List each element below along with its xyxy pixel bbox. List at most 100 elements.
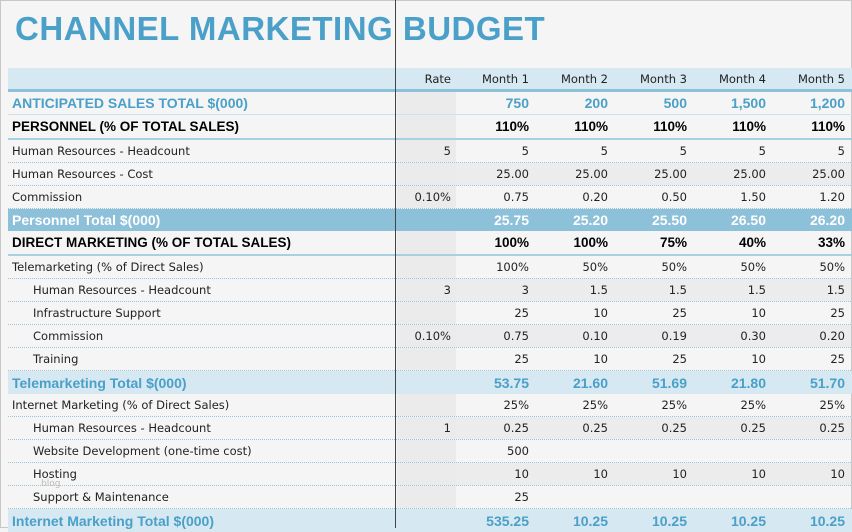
row-label-cell[interactable]: Human Resources - Headcount [33,283,211,297]
month-1-cell[interactable]: 25% [503,398,529,412]
month-3-cell[interactable]: 110% [653,119,687,134]
month-3-cell[interactable] [614,486,693,508]
month-1-cell[interactable]: 5 [521,144,529,158]
month-5-cell[interactable]: 5 [837,144,845,158]
month-5-cell[interactable]: 25% [819,398,845,412]
row-label-cell[interactable]: Personnel Total $(000) [12,212,161,228]
month-1-cell[interactable]: 10 [456,463,535,485]
rate-cell[interactable] [397,302,456,324]
header-label-cell[interactable] [8,68,397,89]
rate-cell[interactable]: 5 [397,140,456,162]
row-label-cell[interactable]: Telemarketing Total $(000) [12,374,187,391]
month-4-cell[interactable]: 50% [740,260,766,274]
month-3-cell[interactable]: 25.00 [614,163,693,185]
month-5-cell[interactable]: 1,200 [809,95,845,111]
month-5-cell[interactable]: 50% [819,260,845,274]
rate-cell[interactable]: 0.10% [397,325,456,347]
month-2-cell[interactable]: 10 [593,306,608,320]
rate-cell[interactable] [397,256,456,278]
month-3-cell[interactable]: 0.25 [614,417,693,439]
row-label-cell[interactable]: Commission [33,329,104,343]
month-1-cell[interactable]: 25 [514,352,529,366]
month-4-cell[interactable]: 110% [732,119,766,134]
month-1-cell[interactable]: 110% [495,119,529,134]
month-4-cell[interactable]: 10 [693,463,772,485]
rate-cell[interactable] [397,163,456,185]
month-2-cell[interactable]: 21.60 [572,374,608,391]
month-2-cell[interactable]: 0.25 [535,417,614,439]
month-4-cell[interactable]: 10.25 [730,512,766,529]
month-5-cell[interactable] [772,486,851,508]
month-2-cell[interactable] [535,440,614,462]
header-month-2[interactable]: Month 2 [560,71,608,86]
month-1-cell[interactable]: 535.25 [486,512,529,529]
month-2-cell[interactable]: 10 [535,463,614,485]
row-label-cell[interactable]: Human Resources - Cost [12,167,153,181]
header-month-1[interactable]: Month 1 [481,71,529,86]
month-1-cell[interactable]: 0.25 [456,417,535,439]
month-5-cell[interactable]: 0.20 [772,325,851,347]
header-month-3[interactable]: Month 3 [639,71,687,86]
month-5-cell[interactable]: 26.20 [809,212,845,228]
month-5-cell[interactable]: 51.70 [809,374,845,391]
rate-cell[interactable] [397,231,456,254]
month-4-cell[interactable]: 25% [740,398,766,412]
month-3-cell[interactable]: 5 [679,144,687,158]
month-4-cell[interactable]: 26.50 [730,212,766,228]
header-month-4[interactable]: Month 4 [718,71,766,86]
rate-cell[interactable]: 3 [397,279,456,301]
month-1-cell[interactable]: 53.75 [493,374,529,391]
month-2-cell[interactable]: 1.5 [535,279,614,301]
month-3-cell[interactable]: 25 [672,306,687,320]
month-4-cell[interactable] [693,486,772,508]
rate-cell[interactable] [397,115,456,138]
month-5-cell[interactable]: 10.25 [809,512,845,529]
month-5-cell[interactable]: 110% [811,119,845,134]
rate-cell[interactable] [397,394,456,416]
month-5-cell[interactable]: 25.00 [772,163,851,185]
row-label-cell[interactable]: Human Resources - Headcount [33,421,211,435]
month-4-cell[interactable]: 10 [751,352,766,366]
month-1-cell[interactable]: 750 [505,95,529,111]
row-label-cell[interactable]: Human Resources - Headcount [12,144,190,158]
rate-cell[interactable] [397,440,456,462]
month-2-cell[interactable]: 110% [574,119,608,134]
rate-cell[interactable] [397,371,456,394]
row-label-cell[interactable]: Internet Marketing (% of Direct Sales) [12,398,230,412]
row-label-cell[interactable]: PERSONNEL (% OF TOTAL SALES) [12,119,240,134]
rate-cell[interactable] [397,509,456,532]
rate-cell[interactable] [397,463,456,485]
month-5-cell[interactable]: 25 [830,306,845,320]
month-3-cell[interactable]: 10 [614,463,693,485]
month-2-cell[interactable]: 0.20 [582,190,608,204]
month-4-cell[interactable] [693,440,772,462]
row-label-cell[interactable]: Infrastructure Support [33,306,161,320]
rate-cell[interactable]: 1 [397,417,456,439]
month-4-cell[interactable]: 1.50 [740,190,766,204]
month-2-cell[interactable]: 50% [582,260,608,274]
header-rate[interactable]: Rate [424,71,451,86]
month-3-cell[interactable]: 1.5 [614,279,693,301]
month-4-cell[interactable]: 10 [751,306,766,320]
month-1-cell[interactable]: 25 [514,306,529,320]
month-3-cell[interactable] [614,440,693,462]
month-1-cell[interactable]: 3 [456,279,535,301]
row-label-cell[interactable]: ANTICIPATED SALES TOTAL $(000) [12,95,248,111]
month-1-cell[interactable]: 25.75 [493,212,529,228]
month-4-cell[interactable]: 21.80 [730,374,766,391]
rate-cell[interactable] [397,486,456,508]
month-2-cell[interactable]: 5 [600,144,608,158]
row-label-cell[interactable]: Training [33,352,79,366]
month-4-cell[interactable]: 0.25 [693,417,772,439]
month-2-cell[interactable]: 100% [573,235,608,250]
month-5-cell[interactable]: 25 [830,352,845,366]
row-label-cell[interactable]: Website Development (one-time cost) [33,444,252,458]
month-2-cell[interactable]: 0.10 [535,325,614,347]
month-4-cell[interactable]: 1.5 [693,279,772,301]
row-label-cell[interactable]: Support & Maintenance [33,490,169,504]
row-label-cell[interactable]: Telemarketing (% of Direct Sales) [12,260,204,274]
month-2-cell[interactable]: 25% [582,398,608,412]
month-3-cell[interactable]: 500 [663,95,687,111]
rate-cell[interactable] [397,209,456,231]
header-month-5[interactable]: Month 5 [797,71,845,86]
